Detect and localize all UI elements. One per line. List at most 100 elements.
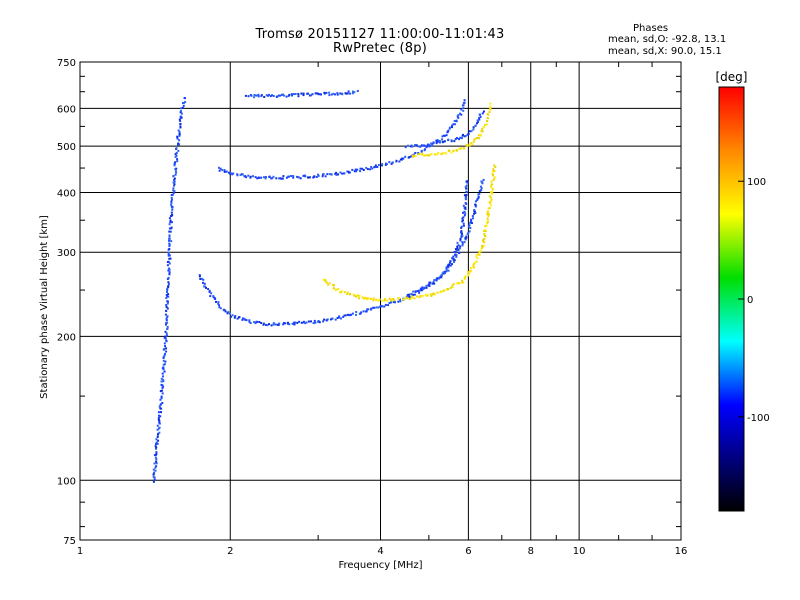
data-point	[463, 214, 466, 217]
data-point	[443, 134, 446, 137]
data-point	[487, 207, 490, 210]
data-point	[475, 254, 478, 257]
data-point	[359, 312, 362, 315]
data-point	[491, 188, 494, 191]
data-point	[380, 164, 383, 167]
data-point	[463, 276, 466, 279]
x-tick-label: 6	[465, 546, 471, 557]
data-point	[165, 339, 168, 342]
data-point	[170, 240, 173, 243]
data-point	[324, 279, 327, 282]
data-point	[451, 257, 454, 260]
plot-frame	[79, 61, 682, 541]
data-point	[431, 142, 434, 145]
data-point	[163, 348, 166, 350]
data-point	[178, 131, 181, 134]
data-point	[163, 342, 166, 345]
data-point	[447, 138, 450, 141]
data-point	[461, 234, 464, 237]
data-point	[179, 125, 182, 128]
data-point	[461, 242, 464, 245]
x-axis-title: Frequency [MHz]	[338, 560, 422, 571]
data-point	[330, 173, 333, 176]
data-point	[431, 144, 434, 146]
data-point	[292, 93, 295, 96]
data-point	[173, 190, 176, 193]
data-point	[175, 154, 178, 157]
data-point	[157, 417, 160, 420]
data-point	[284, 322, 287, 325]
data-point	[296, 175, 299, 178]
data-point	[462, 216, 465, 219]
data-point	[321, 175, 324, 178]
data-point	[346, 92, 349, 95]
data-point	[456, 282, 459, 284]
data-point	[170, 203, 173, 206]
data-point	[441, 135, 444, 138]
data-point	[436, 277, 439, 280]
data-point	[153, 476, 156, 479]
data-point	[356, 90, 359, 92]
data-point	[155, 454, 157, 456]
data-point	[464, 237, 467, 240]
data-point	[423, 149, 426, 152]
data-point	[472, 264, 475, 267]
data-point	[344, 314, 347, 317]
data-point	[153, 471, 156, 474]
data-point	[157, 411, 160, 414]
data-point	[279, 94, 282, 97]
data-point	[477, 134, 480, 137]
y-tick-label: 400	[57, 188, 76, 199]
data-point	[456, 149, 459, 152]
data-point	[418, 291, 421, 294]
data-point	[169, 221, 172, 224]
data-point	[408, 298, 411, 300]
data-point	[172, 181, 175, 184]
data-point	[182, 102, 185, 105]
data-point	[356, 294, 359, 297]
data-point	[493, 164, 496, 167]
data-point	[469, 221, 472, 224]
data-point	[474, 205, 477, 208]
data-point	[489, 102, 492, 105]
data-point	[247, 174, 250, 177]
axis-layer: 1 2 4 6 8 10 16 75 100 200 300 400 500 600 750 Frequenc…	[39, 58, 687, 571]
data-point	[450, 139, 453, 142]
data-point	[424, 294, 427, 297]
data-point	[467, 231, 470, 234]
data-point	[340, 290, 343, 293]
data-point	[169, 219, 172, 222]
data-point	[439, 140, 442, 143]
data-point	[165, 294, 168, 296]
data-point	[435, 142, 438, 145]
data-point	[292, 175, 295, 177]
data-point	[445, 270, 448, 273]
x-tick-label: 16	[675, 546, 688, 557]
data-point	[337, 288, 340, 291]
data-point	[256, 177, 259, 180]
data-point	[475, 200, 477, 203]
data-point	[170, 201, 173, 204]
data-point	[461, 217, 464, 220]
data-point	[162, 363, 165, 366]
data-point	[390, 299, 393, 302]
data-point	[204, 285, 207, 288]
data-point	[456, 247, 459, 250]
data-point	[339, 291, 342, 294]
data-point	[430, 294, 433, 297]
data-point	[152, 473, 155, 476]
data-point	[207, 288, 210, 290]
data-point	[343, 314, 346, 317]
data-point	[467, 132, 470, 135]
data-point	[271, 177, 274, 180]
data-point	[449, 260, 452, 263]
data-point	[257, 95, 260, 98]
data-point	[255, 94, 258, 97]
data-point	[166, 291, 168, 293]
data-point	[452, 255, 455, 258]
data-point	[478, 192, 481, 195]
y-tick-label: 750	[57, 58, 76, 69]
data-point	[162, 385, 165, 388]
data-point	[154, 466, 157, 469]
